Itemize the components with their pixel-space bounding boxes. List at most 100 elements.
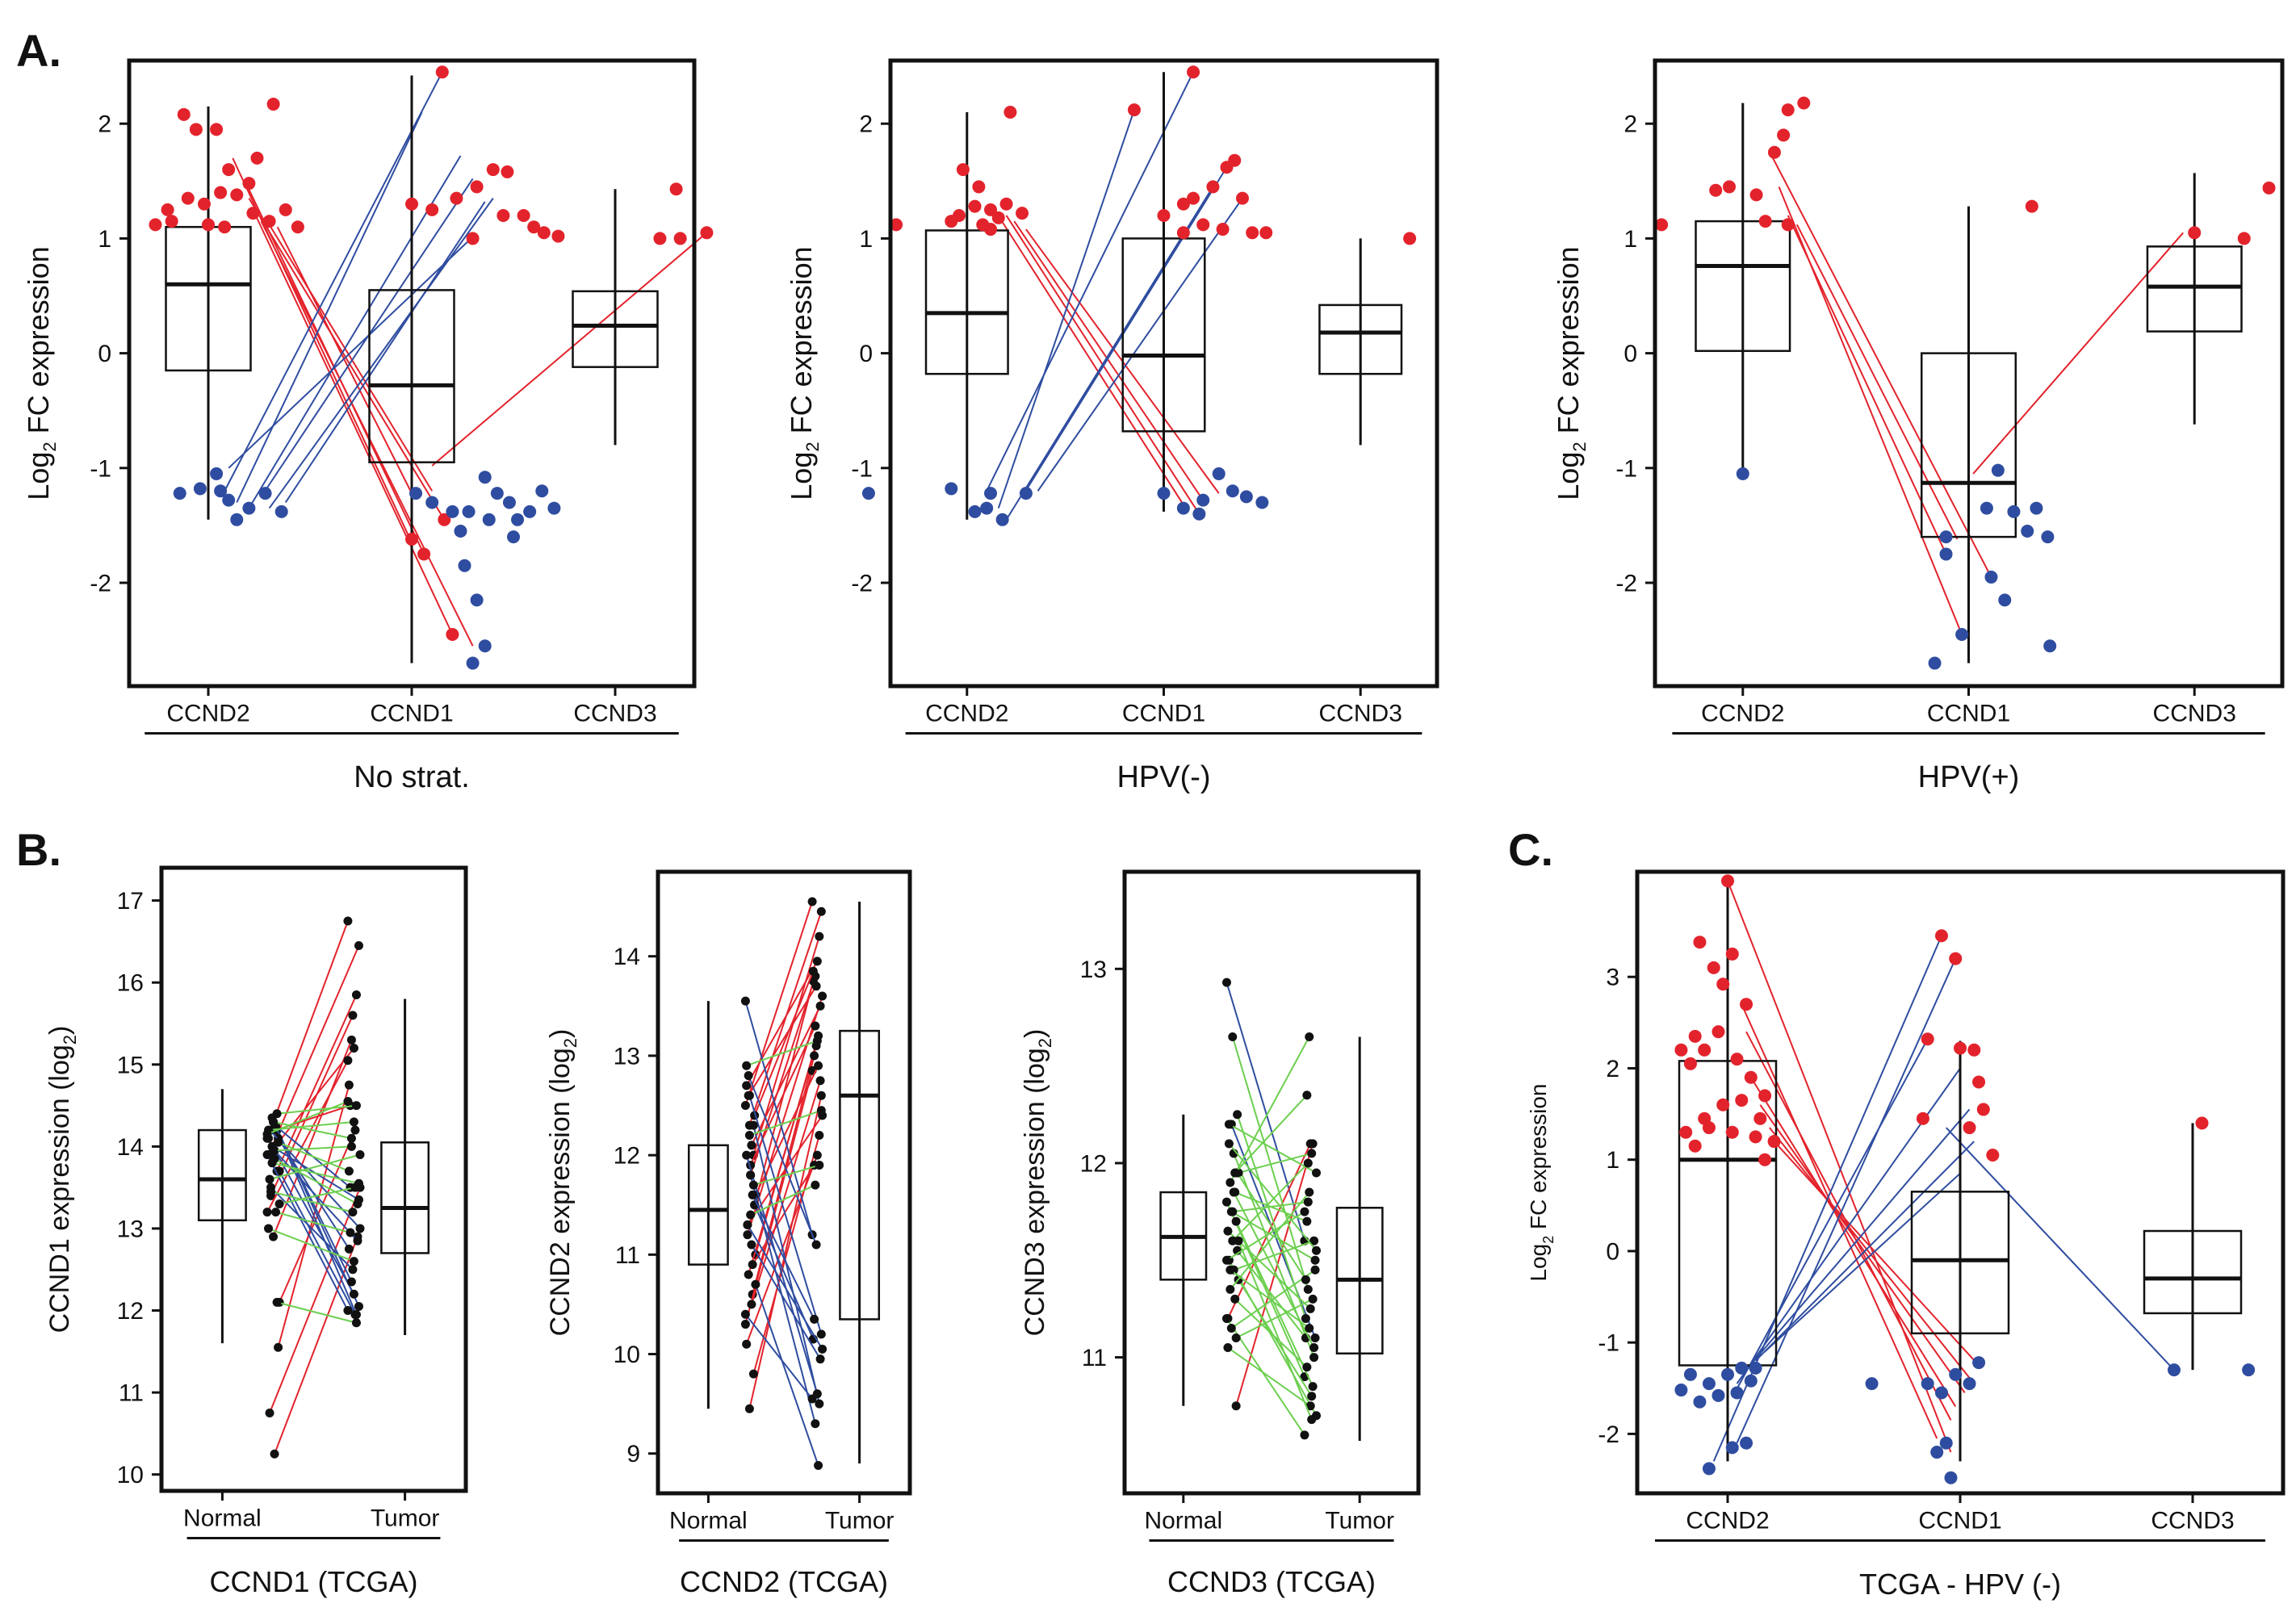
tumor-sample-point (811, 982, 821, 991)
up-sample-point (1716, 978, 1730, 991)
up-sample-point (1777, 128, 1791, 142)
paired-line-stable (1226, 1201, 1305, 1378)
up-sample-point (266, 98, 280, 111)
tumor-sample-point (811, 1021, 820, 1031)
down-sample-point (210, 467, 224, 480)
x-tick-label: Tumor (825, 1508, 895, 1534)
up-sample-point (1246, 226, 1259, 240)
tumor-sample-point (1310, 1333, 1320, 1342)
up-sample-point (1187, 65, 1200, 79)
up-sample-point (653, 232, 667, 245)
tumor-sample-point (816, 906, 826, 916)
paired-line-up (749, 1025, 816, 1166)
tumor-sample-point (1303, 1197, 1313, 1207)
normal-sample-point (274, 1137, 283, 1147)
paired-line-stable (1230, 1269, 1310, 1329)
up-sample-point (165, 215, 178, 228)
paired-line-down (1005, 186, 1214, 521)
up-sample-point (1235, 191, 1249, 205)
up-sample-point (2237, 232, 2251, 245)
down-sample-point (1736, 467, 1749, 480)
box-iqr (924, 229, 1009, 375)
up-sample-point (2195, 1116, 2209, 1130)
down-sample-point (2043, 639, 2057, 653)
x-tick-label: CCND3 (573, 701, 656, 727)
paired-line-up (748, 1095, 823, 1409)
normal-sample-point (742, 1150, 752, 1160)
normal-sample-point (746, 1170, 756, 1180)
down-sample-point (478, 471, 492, 484)
up-sample-point (1674, 1043, 1688, 1057)
tumor-sample-point (812, 957, 822, 966)
paired-line-stable (1236, 1172, 1307, 1280)
tumor-sample-point (343, 916, 353, 926)
down-sample-point (214, 484, 228, 498)
normal-sample-point (1231, 1216, 1241, 1226)
down-sample-point (1865, 1377, 1879, 1391)
x-tick-label: Tumor (1325, 1508, 1394, 1534)
sample-points (1674, 874, 2256, 1484)
tumor-sample-point (810, 1314, 819, 1324)
paired-line-down (276, 1129, 358, 1316)
y-tick-label: 0 (98, 341, 111, 367)
normal-sample-point (743, 1220, 752, 1229)
box-ccnd2 (924, 111, 1009, 520)
x-tick-label: CCND2 (925, 701, 1008, 727)
paired-line-up (266, 1060, 349, 1213)
tumor-sample-point (815, 932, 824, 941)
tumor-sample-point (349, 1257, 358, 1266)
normal-sample-point (748, 1260, 757, 1270)
paired-line-stable (269, 1153, 361, 1180)
box-tumor (839, 901, 881, 1464)
paired-line-up (745, 1154, 819, 1345)
up-sample-point (291, 220, 304, 234)
paired-line-stable (749, 1109, 822, 1137)
down-sample-point (1693, 1395, 1707, 1409)
paired-line-up (745, 961, 819, 1086)
y-tick-label: 11 (1082, 1345, 1107, 1371)
down-sample-point (1255, 496, 1269, 509)
tumor-sample-point (1309, 1353, 1319, 1363)
down-sample-point (490, 487, 504, 500)
up-sample-point (1259, 226, 1273, 240)
paired-line-down (268, 198, 494, 509)
up-sample-point (197, 197, 211, 211)
normal-sample-point (744, 1091, 754, 1100)
up-sample-point (984, 223, 998, 237)
down-sample-point (1192, 507, 1206, 521)
paired-line-down (747, 1224, 823, 1350)
up-sample-point (1683, 1057, 1697, 1070)
normal-sample-point (1226, 1284, 1235, 1294)
normal-sample-point (262, 1129, 272, 1139)
tumor-sample-point (355, 1224, 365, 1233)
x-tick-label: CCND1 (370, 701, 453, 727)
paired-line-up (268, 224, 434, 492)
group-label: No strat. (354, 760, 470, 794)
paired-line-up (276, 994, 358, 1172)
up-sample-point (1688, 1139, 1702, 1153)
up-sample-point (991, 211, 1005, 224)
pair-lines (262, 916, 365, 1459)
y-axis-label-subscript: 2 (1569, 442, 1590, 451)
y-tick-label: 1 (1624, 226, 1637, 253)
y-axis-label-end: FC expression (22, 246, 55, 442)
y-axis-label-subscript: 2 (60, 1035, 80, 1045)
paired-line-up (755, 1065, 819, 1195)
paired-line-up (1773, 1141, 1980, 1367)
normal-sample-point (740, 1309, 750, 1319)
tumor-sample-point (348, 1265, 358, 1275)
up-sample-point (246, 207, 260, 220)
tumor-sample-point (816, 1091, 826, 1100)
up-sample-point (417, 547, 431, 561)
tumor-sample-point (1307, 1392, 1317, 1401)
up-sample-point (1187, 191, 1200, 205)
normal-sample-point (1223, 1226, 1233, 1236)
tumor-sample-point (346, 1141, 356, 1151)
tumor-sample-point (344, 1080, 354, 1090)
normal-sample-point (748, 1120, 758, 1130)
up-sample-point (1693, 936, 1707, 949)
down-sample-point (547, 501, 561, 515)
down-sample-point (193, 482, 207, 496)
tumor-sample-point (1307, 1149, 1317, 1158)
tumor-sample-point (343, 1056, 353, 1065)
